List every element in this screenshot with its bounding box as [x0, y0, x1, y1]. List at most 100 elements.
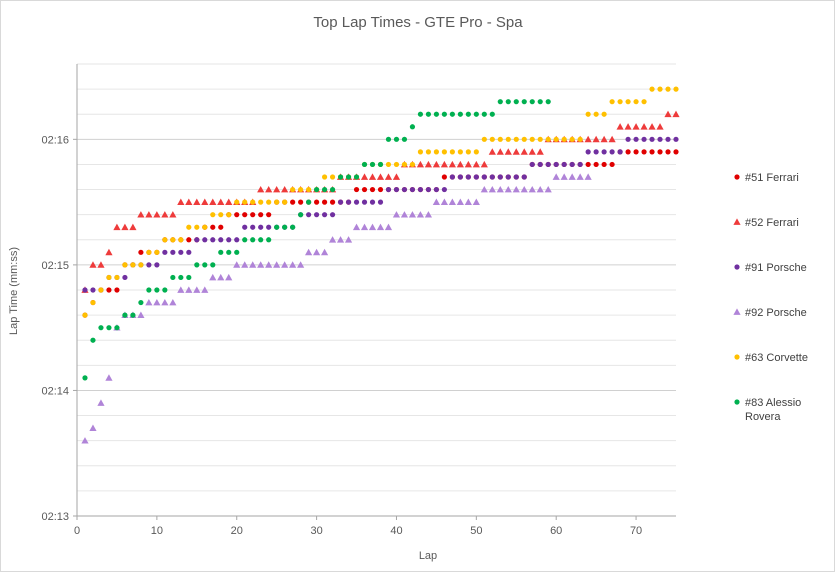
data-point — [497, 174, 503, 180]
data-point — [305, 248, 313, 256]
data-point — [673, 136, 679, 142]
data-point — [218, 249, 224, 255]
data-point — [528, 185, 536, 193]
data-point — [320, 248, 329, 256]
data-point — [130, 312, 136, 318]
data-point — [504, 148, 512, 155]
data-point — [265, 185, 273, 193]
data-point — [122, 262, 128, 268]
data-point — [369, 161, 376, 168]
data-point — [401, 186, 408, 193]
x-tick-label: 20 — [231, 525, 243, 537]
data-point — [185, 286, 193, 293]
data-point — [177, 286, 185, 293]
series-4 — [81, 173, 592, 444]
data-point — [425, 149, 432, 155]
data-point — [481, 136, 487, 142]
data-point — [448, 160, 456, 168]
data-point — [314, 199, 320, 205]
data-point — [384, 223, 393, 231]
data-point — [529, 136, 535, 142]
x-tick-label: 40 — [390, 525, 402, 537]
data-point — [457, 149, 463, 155]
data-point — [552, 173, 560, 180]
data-point — [673, 149, 679, 155]
data-point — [185, 198, 193, 205]
data-point — [665, 86, 671, 92]
data-point — [242, 212, 248, 218]
data-point — [449, 149, 455, 155]
data-point — [162, 287, 168, 293]
data-point — [633, 136, 639, 142]
data-point — [529, 99, 535, 105]
data-point — [289, 261, 297, 268]
data-point — [488, 185, 496, 193]
data-point — [457, 174, 463, 180]
data-point — [392, 211, 401, 218]
data-point — [593, 161, 599, 168]
data-point — [456, 160, 464, 168]
data-point — [97, 399, 105, 406]
data-point — [274, 224, 280, 230]
data-point — [640, 123, 648, 130]
chart-title: Top Lap Times - GTE Pro - Spa — [313, 14, 523, 31]
data-point — [202, 262, 208, 268]
data-point — [464, 160, 472, 168]
data-point — [186, 224, 192, 230]
data-point — [520, 148, 528, 155]
data-point — [481, 111, 487, 117]
data-point — [489, 111, 495, 117]
data-point — [290, 199, 296, 205]
data-point — [576, 173, 584, 180]
data-point — [81, 437, 89, 444]
data-point — [98, 325, 104, 331]
data-point — [314, 186, 320, 193]
data-point — [329, 199, 336, 205]
data-point — [169, 298, 177, 306]
x-tick-label: 60 — [550, 525, 562, 537]
data-point — [201, 198, 209, 205]
data-point — [520, 185, 528, 193]
data-point — [274, 199, 280, 205]
data-point — [201, 286, 209, 293]
data-point — [457, 111, 463, 117]
data-point — [210, 212, 216, 218]
data-point — [282, 199, 288, 205]
data-point — [329, 174, 336, 180]
data-point — [90, 287, 96, 293]
data-point — [137, 211, 145, 218]
data-point — [321, 174, 328, 180]
data-point — [632, 123, 640, 130]
data-point — [225, 198, 233, 205]
data-point — [497, 99, 503, 105]
data-point — [465, 149, 471, 155]
data-point — [306, 186, 312, 193]
data-point — [385, 136, 392, 142]
data-point — [489, 136, 495, 142]
data-point — [234, 212, 240, 218]
data-point — [193, 198, 201, 205]
data-point — [545, 99, 551, 105]
data-point — [210, 224, 216, 230]
data-point — [393, 186, 400, 193]
data-point — [624, 123, 632, 130]
data-point — [361, 199, 368, 205]
data-point — [544, 185, 552, 193]
data-point — [601, 149, 607, 155]
data-point — [561, 161, 567, 168]
x-axis-title: Lap — [419, 550, 437, 562]
data-point — [441, 186, 447, 193]
data-point — [601, 111, 607, 117]
data-point — [257, 185, 265, 193]
data-point — [290, 224, 296, 230]
x-tick-label: 50 — [470, 525, 482, 537]
data-point — [633, 149, 639, 155]
data-point — [258, 237, 264, 243]
data-point — [89, 261, 97, 268]
data-point — [90, 299, 96, 306]
data-point — [417, 149, 424, 155]
data-point — [281, 185, 289, 193]
data-point — [601, 161, 607, 168]
data-point — [553, 136, 559, 142]
data-point — [345, 199, 352, 205]
